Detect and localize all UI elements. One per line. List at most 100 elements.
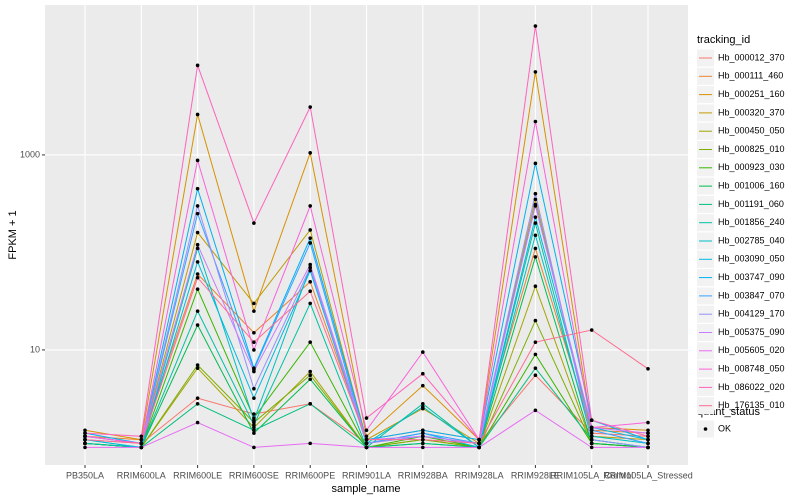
data-point [139, 441, 144, 446]
data-point [83, 445, 87, 450]
data-point [195, 186, 200, 191]
data-point [308, 377, 313, 382]
data-point [533, 215, 538, 219]
data-point [83, 431, 87, 435]
data-point [646, 428, 650, 433]
x-tick-label: RRIM600LE [173, 470, 222, 480]
data-point [533, 191, 538, 196]
data-point [421, 437, 425, 442]
data-point [421, 441, 425, 446]
x-tick-label: RRIM600PE [285, 470, 335, 480]
data-point [533, 233, 538, 238]
data-point [308, 268, 313, 273]
data-point [139, 437, 144, 442]
data-point [308, 301, 313, 306]
legend-label: Hb_000251_160 [718, 89, 785, 99]
data-point [252, 428, 256, 433]
data-point [252, 425, 256, 430]
data-point [533, 70, 538, 74]
data-point [533, 119, 538, 124]
legend-label: Hb_004129_170 [718, 309, 785, 319]
data-point [421, 371, 425, 376]
x-tick-label: RRIM600SE [229, 470, 279, 480]
data-point [533, 24, 538, 28]
legend-label: Hb_008748_050 [718, 363, 785, 373]
data-point [421, 402, 425, 406]
data-point [308, 441, 313, 446]
legend-label: Hb_001006_160 [718, 180, 785, 190]
data-point [83, 441, 87, 446]
data-point [589, 328, 594, 332]
data-point [364, 437, 369, 442]
data-point [195, 112, 200, 117]
data-point [533, 408, 538, 413]
data-point [308, 369, 313, 374]
data-point [533, 318, 538, 323]
data-point [195, 260, 200, 264]
data-point [533, 340, 538, 344]
data-point [308, 373, 313, 378]
x-tick-label: RRIM928BA [398, 470, 448, 480]
data-point [252, 396, 256, 400]
data-point [195, 272, 200, 276]
data-point [589, 441, 594, 446]
data-point [252, 340, 256, 344]
data-point [83, 434, 87, 439]
data-point [139, 445, 144, 450]
legend-label: Hb_003090_050 [718, 254, 785, 264]
data-point [477, 441, 481, 446]
data-point [252, 309, 256, 313]
data-point [195, 396, 200, 400]
data-point [308, 204, 313, 208]
y-tick-label: 10 [30, 344, 40, 354]
data-point [589, 434, 594, 439]
data-point [195, 246, 200, 251]
data-point [195, 309, 200, 313]
y-tick-label: 1000 [20, 149, 40, 159]
legend-label: Hb_001191_060 [718, 199, 784, 209]
data-point [364, 428, 369, 433]
legend-label: Hb_005375_090 [718, 327, 785, 337]
data-point [195, 63, 200, 68]
data-point [308, 105, 313, 109]
data-point [646, 445, 650, 450]
data-point [252, 369, 256, 374]
data-point [533, 373, 538, 378]
x-tick-label: RRIM105LA_Control [550, 470, 633, 480]
data-point [308, 279, 313, 284]
data-point [308, 241, 313, 245]
data-point [589, 437, 594, 442]
data-point [195, 420, 200, 425]
x-axis-title: sample_name [331, 483, 400, 495]
data-point [421, 431, 425, 435]
data-point [252, 386, 256, 391]
data-point [646, 431, 650, 435]
data-point [589, 418, 594, 423]
data-point [533, 161, 538, 166]
data-point [533, 352, 538, 357]
data-point [533, 284, 538, 289]
data-point [308, 340, 313, 344]
data-point [195, 230, 200, 235]
data-point [646, 441, 650, 446]
data-point [252, 348, 256, 352]
data-point [195, 287, 200, 291]
data-point [589, 431, 594, 435]
data-point [195, 366, 200, 370]
data-point [421, 428, 425, 433]
legend-label: Hb_176135_010 [718, 400, 785, 410]
data-point [308, 402, 313, 406]
legend-label: Hb_005605_020 [718, 345, 785, 355]
data-point [646, 420, 650, 425]
data-point [195, 363, 200, 367]
legend-label: Hb_003847_070 [718, 290, 785, 300]
legend-label: Hb_003747_090 [718, 272, 785, 282]
legend-label: Hb_000111_460 [718, 71, 783, 81]
data-point [533, 221, 538, 225]
data-point [364, 416, 369, 420]
data-point [308, 265, 313, 270]
x-tick-label: RRIM105LA_Stressed [603, 470, 693, 480]
legend-label: Hb_086022_020 [718, 382, 785, 392]
data-point [421, 434, 425, 439]
